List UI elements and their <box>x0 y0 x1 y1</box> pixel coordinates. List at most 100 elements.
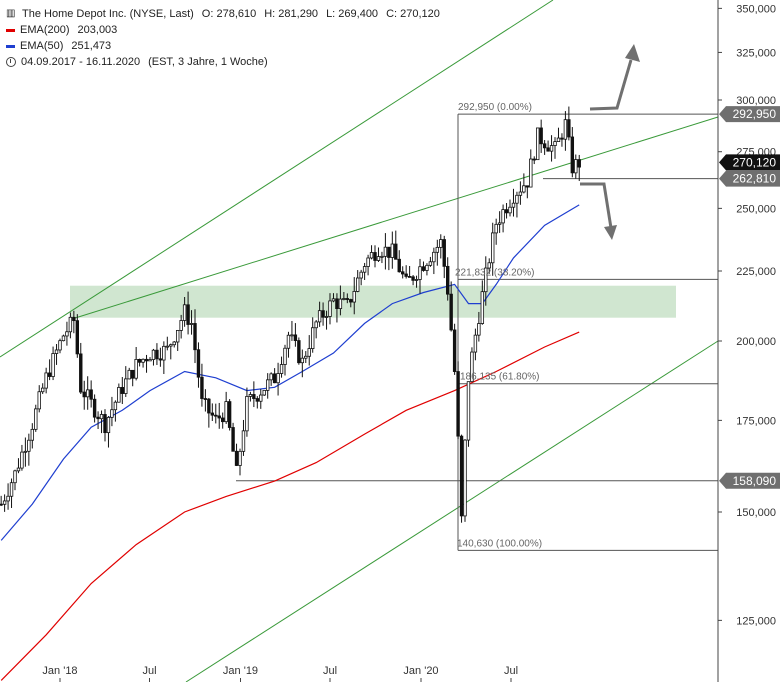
price-tag-label: 262,810 <box>733 172 777 186</box>
ema200-label: EMA(200) <box>20 24 70 36</box>
candle-body <box>30 428 35 441</box>
candle-body <box>463 439 467 517</box>
candle-body <box>473 334 478 353</box>
ohlc-high: H: 281,290 <box>264 8 319 20</box>
candle-body <box>89 389 93 400</box>
ema50-swatch <box>6 44 15 48</box>
candle-body <box>72 316 76 322</box>
candle-body <box>542 143 547 149</box>
candle-body <box>369 252 374 259</box>
candle-body <box>245 396 249 432</box>
candle-body <box>34 408 38 430</box>
y-tick-label: 225,000 <box>736 266 776 278</box>
candle-body <box>522 185 526 193</box>
candle-body <box>265 379 270 391</box>
candles-layer <box>0 106 581 523</box>
candle-body <box>407 276 412 278</box>
candle-body <box>272 373 277 384</box>
candle-body <box>435 246 440 253</box>
candle-body <box>532 158 536 161</box>
candle-body <box>207 398 211 414</box>
candle-body <box>99 414 104 420</box>
candle-body <box>172 341 176 346</box>
candle-body <box>449 293 453 331</box>
chart-legend: ▥ The Home Depot Inc. (NYSE, Last) O: 27… <box>6 6 440 70</box>
range-note: (EST, 3 Jahre, 1 Woche) <box>148 56 268 68</box>
candle-body <box>231 427 235 452</box>
candle-body <box>96 416 100 420</box>
fib-label: 186,135 (61.80%) <box>460 372 540 383</box>
candle-body <box>549 145 554 152</box>
candle-body <box>68 316 73 333</box>
candle-body <box>214 414 218 417</box>
candle-body <box>480 291 485 324</box>
candle-body <box>65 331 69 337</box>
ema50-label: EMA(50) <box>20 40 64 52</box>
upper-channel-line <box>0 0 554 358</box>
candle-body <box>352 291 356 303</box>
ohlc-close: C: 270,120 <box>386 8 440 20</box>
candle-body <box>134 359 138 379</box>
candle-body <box>162 345 166 361</box>
candle-body <box>362 266 367 273</box>
candle-body <box>175 330 180 343</box>
candle-body <box>328 300 332 317</box>
candle-body <box>560 137 564 140</box>
candle-body <box>124 378 128 394</box>
candle-body <box>269 373 273 381</box>
candle-body <box>189 323 194 325</box>
candle-body <box>182 304 187 321</box>
axes-layer: 350,000325,000300,000275,000250,000225,0… <box>42 0 780 682</box>
legend-ema200-row[interactable]: EMA(200) 203,003 <box>6 22 440 38</box>
ema50-value: 251,473 <box>71 40 112 52</box>
candle-body <box>383 246 388 257</box>
candle-body <box>501 209 505 224</box>
candle-body <box>6 495 10 502</box>
candle-body <box>279 364 284 374</box>
candle-body <box>103 414 107 434</box>
candle-body <box>459 435 464 517</box>
candle-body <box>570 136 575 174</box>
candle-body <box>148 359 152 362</box>
candle-body <box>238 450 242 466</box>
candle-body <box>158 358 163 361</box>
support-zone <box>70 285 676 318</box>
price-tag-label: 292,950 <box>733 107 777 121</box>
candle-body <box>151 349 156 360</box>
candle-body <box>317 310 322 323</box>
ema200-value: 203,003 <box>77 24 118 36</box>
clock-icon <box>6 57 16 67</box>
candle-body <box>20 451 24 469</box>
candle-body <box>179 320 183 331</box>
candle-body <box>411 276 415 281</box>
candle-body <box>82 391 86 398</box>
y-tick-label: 350,000 <box>736 3 776 15</box>
candle-body <box>120 387 125 394</box>
candle-body <box>58 340 62 351</box>
candle-body <box>110 409 114 418</box>
x-tick-label: Jul <box>142 665 156 677</box>
up-arrow-line <box>589 59 633 111</box>
candle-body <box>186 304 190 325</box>
ohlc-open: O: 278,610 <box>201 8 257 20</box>
instrument-title: The Home Depot Inc. (NYSE, Last) <box>22 8 194 20</box>
candle-body <box>432 251 436 263</box>
candle-body <box>141 358 145 363</box>
candle-body <box>508 206 512 214</box>
candle-body <box>13 470 17 484</box>
price-tag-label: 270,120 <box>733 155 777 169</box>
ohlc-bars-icon: ▥ <box>6 8 16 19</box>
candle-body <box>248 394 253 397</box>
legend-ema50-row[interactable]: EMA(50) 251,473 <box>6 38 440 54</box>
candle-body <box>376 256 381 261</box>
lower-channel-line <box>185 340 719 682</box>
support-zone-layer <box>70 285 676 318</box>
candle-body <box>297 340 301 364</box>
y-tick-label: 250,000 <box>736 203 776 215</box>
candle-body <box>196 349 201 378</box>
candle-body <box>47 372 52 377</box>
candle-body <box>276 373 280 384</box>
candle-body <box>577 159 581 168</box>
candle-body <box>452 329 457 372</box>
